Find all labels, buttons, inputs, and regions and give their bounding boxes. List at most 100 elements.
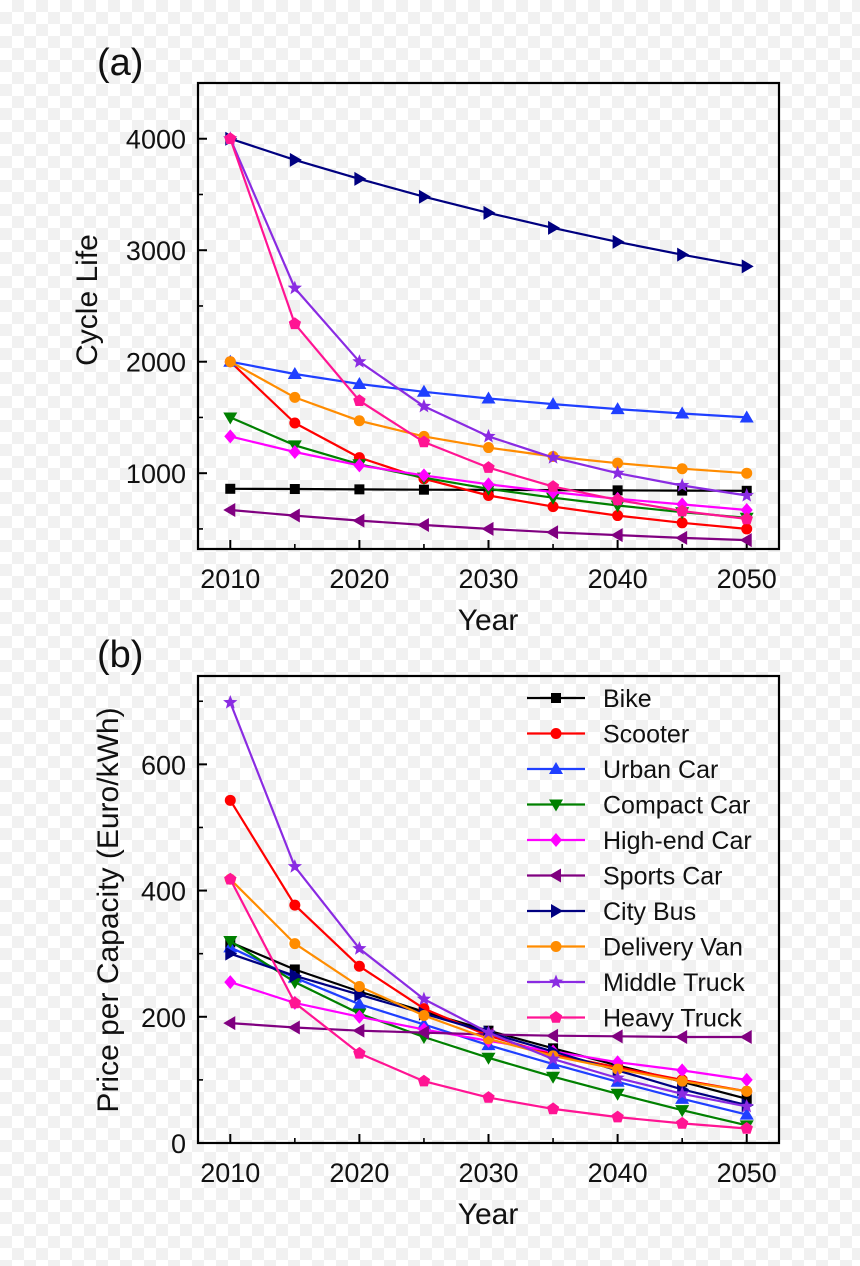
- panel-a-data-point-city-bus: [677, 247, 690, 262]
- panel-a-data-point-scooter: [741, 523, 753, 535]
- panel-a-data-point-city-bus: [418, 189, 431, 204]
- panel-a-y-tick-label: 1000: [126, 459, 186, 489]
- panel-b-data-point-heavy-truck: [740, 1122, 753, 1134]
- panel-a-data-point-urban-car: [481, 391, 496, 404]
- panel-b-series-heavy-truck: [224, 872, 753, 1134]
- legend-label: Heavy Truck: [603, 1005, 742, 1033]
- panel-a-series-heavy-truck: [224, 132, 753, 525]
- panel-a-data-point-city-bus: [483, 205, 496, 220]
- panel-a-data-point-middle-truck: [675, 478, 690, 492]
- panel-a-data-point-city-bus: [612, 234, 625, 249]
- panel-b-data-point-heavy-truck: [676, 1116, 689, 1129]
- legend-label: Scooter: [603, 721, 689, 749]
- panel-a-data-point-heavy-truck: [482, 461, 495, 473]
- legend-label: Urban Car: [603, 756, 718, 784]
- panel-a-data-point-scooter: [289, 417, 301, 429]
- legend-item-heavy-truck: Heavy Truck: [527, 1005, 742, 1033]
- panel-a-series-sports-car: [223, 502, 752, 548]
- panel-b-x-axis-title: Year: [458, 1198, 519, 1231]
- panel-a-y-axis-title: Cycle Life: [71, 234, 104, 366]
- legend-swatch-marker: [551, 904, 563, 918]
- panel-b-data-point-scooter: [353, 960, 365, 972]
- legend-item-delivery-van: Delivery Van: [527, 934, 743, 962]
- panel-a-data-point-bike: [225, 483, 236, 494]
- panel-a-data-point-urban-car: [675, 406, 690, 419]
- panel-b-data-point-delivery-van: [289, 938, 301, 950]
- panel-a-data-point-city-bus: [548, 220, 561, 235]
- panel-a-data-point-middle-truck: [287, 280, 302, 295]
- panel-b-chart: (b) 2010 2020 2030 2040 2050 0 200 400 600 Year Pri…: [92, 634, 781, 1231]
- panel-a-data-point-delivery-van: [676, 463, 688, 475]
- panel-a-data-point-delivery-van: [224, 356, 236, 368]
- panel-a-data-point-sports-car: [675, 530, 688, 545]
- panel-b-data-point-delivery-van: [353, 980, 365, 992]
- panel-b-label: (b): [97, 634, 143, 676]
- panel-b-data-point-compact-car: [675, 1105, 690, 1118]
- panel-a-data-point-sports-car: [546, 525, 559, 540]
- legend-item-urban-car: Urban Car: [527, 756, 718, 784]
- panel-a-data-point-delivery-van: [353, 415, 365, 427]
- panel-a-data-point-heavy-truck: [224, 132, 237, 144]
- panel-b-data-point-middle-truck: [545, 1051, 561, 1066]
- panel-a-data-point-city-bus: [354, 171, 367, 186]
- panel-b-data-point-compact-car: [546, 1071, 561, 1084]
- panel-a-series-line-city-bus: [229, 137, 747, 268]
- panel-a-data-point-middle-truck: [481, 428, 496, 443]
- legend-swatch-marker: [549, 1011, 563, 1023]
- legend-swatch-marker: [550, 941, 562, 952]
- panel-a-y-tick-label: 2000: [126, 348, 186, 378]
- panel-b-data-point-heavy-truck: [611, 1110, 624, 1123]
- panel-b-series-middle-truck: [223, 695, 754, 1113]
- panel-b-x-tick-label: 2030: [458, 1158, 518, 1188]
- panel-a-series-high-end-car: [224, 429, 753, 517]
- legend-label: High-end Car: [603, 827, 752, 855]
- panel-b-data-point-sports-car: [352, 1023, 365, 1038]
- panel-a-data-point-high-end-car: [482, 477, 495, 492]
- panel-b-x-tick-label: 2040: [588, 1158, 648, 1188]
- panel-b-data-point-city-bus: [289, 968, 302, 983]
- panel-b-data-point-middle-truck: [416, 991, 432, 1006]
- panel-a-data-point-scooter: [547, 501, 559, 513]
- legend-label: Bike: [603, 685, 652, 713]
- panel-b-data-point-middle-truck: [352, 941, 367, 955]
- legend-label: Middle Truck: [603, 969, 745, 997]
- panel-a-data-point-sports-car: [416, 518, 429, 533]
- panel-b-data-point-high-end-car: [353, 1009, 366, 1024]
- panel-a-data-point-heavy-truck: [611, 493, 624, 506]
- panel-a-data-point-heavy-truck: [676, 504, 689, 517]
- panel-a-data-point-scooter: [612, 510, 624, 522]
- legend-swatch-marker: [549, 868, 561, 883]
- panel-a-data-point-urban-car: [287, 366, 302, 379]
- panel-a-data-point-city-bus: [741, 259, 754, 274]
- panel-b-data-point-high-end-car: [224, 975, 237, 990]
- panel-b-data-point-sports-car: [739, 1029, 752, 1044]
- panel-a-data-point-high-end-car: [353, 458, 366, 473]
- panel-b-data-point-urban-car: [675, 1091, 690, 1104]
- panel-b-data-point-delivery-van: [676, 1075, 688, 1087]
- panel-a-data-point-city-bus: [289, 152, 302, 167]
- panel-b-y-tick-label: 0: [171, 1129, 186, 1159]
- panel-a-series-line-urban-car: [230, 360, 747, 419]
- panel-b-data-point-delivery-van: [612, 1063, 624, 1075]
- panel-b-data-point-sports-car: [223, 1016, 236, 1031]
- panel-b-data-point-heavy-truck: [482, 1091, 495, 1103]
- panel-a-data-point-sports-car: [287, 508, 300, 523]
- panel-b-data-point-bike: [741, 1093, 752, 1104]
- legend-label: Sports Car: [603, 863, 722, 891]
- panel-b-data-point-heavy-truck: [417, 1074, 431, 1087]
- panel-b-data-point-city-bus: [225, 946, 238, 961]
- panel-a-data-point-sports-car: [223, 502, 236, 517]
- panel-a-data-point-high-end-car: [288, 445, 301, 460]
- panel-a-series-urban-car: [223, 354, 754, 423]
- panel-a-data-point-middle-truck: [545, 450, 561, 464]
- panel-b-data-point-sports-car: [610, 1029, 623, 1044]
- panel-a-data-point-urban-car: [739, 410, 754, 423]
- panel-a-data-point-bike: [677, 485, 688, 496]
- legend-item-city-bus: City Bus: [527, 898, 696, 926]
- panel-a-data-point-delivery-van: [741, 467, 753, 479]
- panel-a-data-point-heavy-truck: [288, 317, 301, 330]
- panel-b-legend: Bike Scooter Urban Car Compact Car High-end …: [527, 685, 752, 1033]
- panel-b-data-point-urban-car: [546, 1057, 561, 1070]
- panel-b-data-point-high-end-car: [676, 1063, 689, 1078]
- panel-b-data-point-urban-car: [352, 997, 367, 1010]
